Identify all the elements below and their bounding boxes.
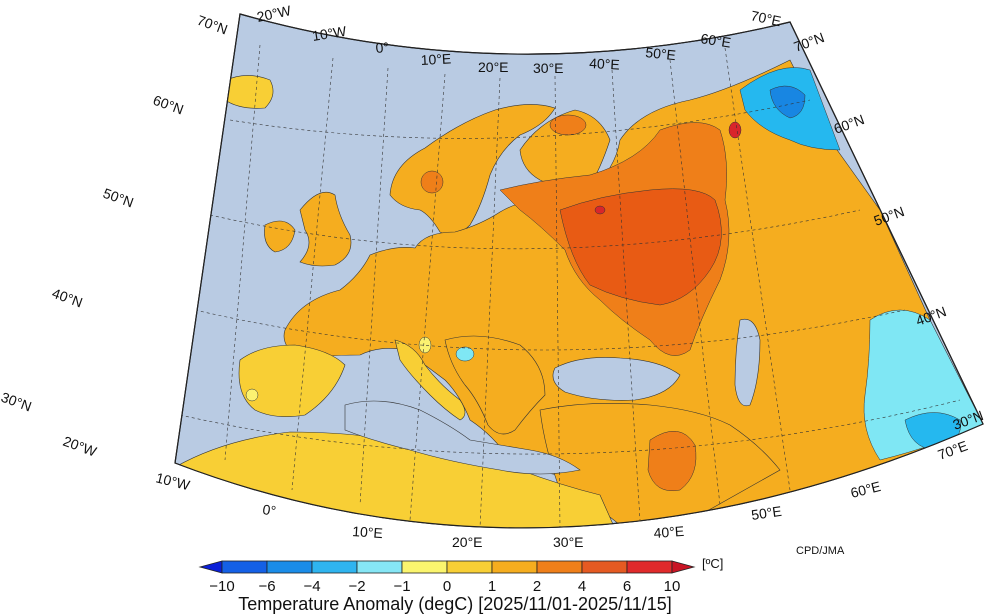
colorbar-cell [536,560,583,574]
colorbar-cell [266,560,313,574]
graticule [179,44,961,528]
anomaly-warm-mideast [647,431,697,492]
anomaly-warm-kola [549,114,587,136]
anomaly-cool-iberia [245,388,259,402]
land-great-britain [299,191,352,267]
lon-label-bottom: 10°W [154,469,192,493]
lon-label-top: 10°E [420,50,451,68]
land-scandinavia [389,104,556,236]
lon-label-top: 20°E [478,59,509,75]
map-sector-border [174,13,984,529]
colorbar-tick-label: 10 [664,578,681,595]
lon-label-bottom: 60°E [849,478,882,501]
colorbar-tick-label: −1 [393,578,410,595]
lon-label-bottom: 20°E [452,534,483,550]
lat-label-right: 60°N [832,111,867,137]
lat-label-left: 30°N [0,389,34,415]
lon-label-top: 20°W [255,2,293,25]
lat-label-left: 50°N [101,185,136,211]
land-italy [394,339,466,421]
anomaly-cool-balkans [455,346,475,362]
land-iberia [238,344,346,417]
lon-label-bottom: 10°E [352,523,384,541]
lon-label-top: 30°E [533,60,564,76]
mediterranean-sea [344,400,581,475]
anomaly-peak-2 [594,205,606,215]
colorbar-tick-label: 2 [533,578,541,595]
land-ireland [264,220,296,253]
map-caption: Temperature Anomaly (degC) [2025/11/01-2… [238,594,672,614]
lat-label-left: 70°N [195,12,230,38]
anomaly-hot-core [559,188,722,306]
colorbar-cell [401,560,448,574]
lon-label-bottom: 30°E [553,534,584,550]
credit-label: CPD/JMA [796,545,845,557]
lon-label-top: 70°E [749,7,782,29]
colorbar-tick-label: −2 [348,578,365,595]
unit-label: [ºC] [702,556,724,571]
anomaly-peak-1 [728,121,742,139]
colorbar-tick-label: −6 [258,578,275,595]
lon-label-top: 10°W [311,23,348,44]
lat-label-right: 70°N [792,29,827,55]
caspian-sea [734,318,761,407]
colorbar-cell [311,560,358,574]
colorbar-tick-label: −10 [209,578,234,595]
colorbar-cell [446,560,493,574]
lon-label-top: 60°E [700,30,733,51]
colorbar-tick-label: 0 [443,578,451,595]
colorbar-tick-label: 6 [623,578,631,595]
colorbar-cell [221,560,268,574]
colorbar-tick-label: −4 [303,578,320,595]
colorbar-tick-label: 1 [488,578,496,595]
lon-label-top: 0° [375,39,390,56]
colorbar-cell [356,560,403,574]
lon-label-bottom: 0° [262,501,277,519]
colorbar-extend-high [671,560,696,574]
land-iceland [221,75,274,109]
lat-label-left: 60°N [151,92,186,118]
lon-label-top: 40°E [589,55,620,73]
colorbar-cell [491,560,538,574]
colorbar-cell [626,560,673,574]
lon-label-bottom: 50°E [750,503,782,523]
land-finland [519,109,611,187]
black-sea [552,357,681,401]
colorbar-cell [581,560,628,574]
land-balkans [444,335,546,435]
anomaly-colder-siberia [769,85,806,119]
lon-label-bottom: 40°E [653,523,685,541]
colorbar-tick-label: 4 [578,578,586,595]
lon-label-top: 50°E [645,44,677,63]
anomaly-warm-scandinavia [420,170,444,194]
colorbar: −10 −6 −4 −2 −1 0 1 2 4 6 10 [198,560,696,595]
lon-label-bottom: 20°W [61,433,100,460]
anomaly-cool-alps [418,336,432,354]
lat-label-left: 40°N [50,285,85,311]
colorbar-extend-low [198,560,223,574]
longitude-labels-top: 20°W 10°W 0° 10°E 20°E 30°E 40°E 50°E 60… [255,2,782,76]
